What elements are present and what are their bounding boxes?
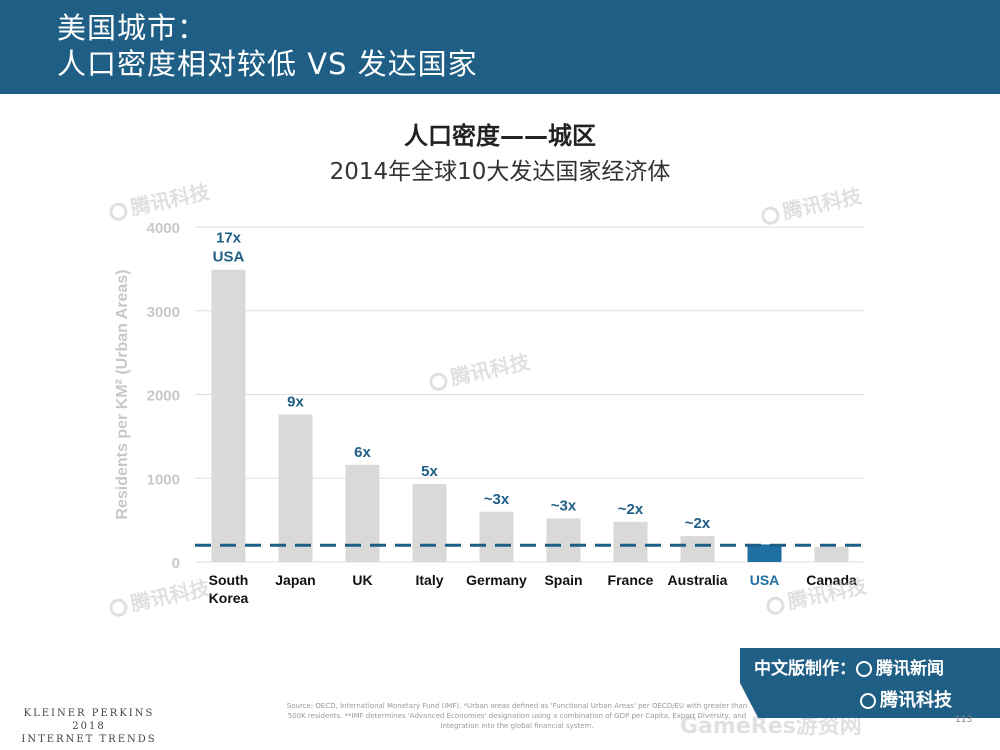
y-tick-label: 2000: [147, 388, 180, 405]
header-bar: 美国城市： 人口密度相对较低 VS 发达国家: [0, 0, 1000, 94]
chart-subtitle: 2014年全球10大发达国家经济体: [329, 159, 671, 185]
data-label-line: 9x: [287, 394, 304, 411]
x-tick-label-line: Italy: [415, 572, 443, 588]
data-label: ~3x: [551, 497, 577, 514]
y-tick-label: 0: [172, 555, 180, 572]
tencent-logo-icon: [860, 693, 876, 709]
tencent-logo-icon: [107, 597, 130, 619]
data-label: ~3x: [484, 491, 510, 508]
cn-news-label: 腾讯新闻: [876, 659, 944, 679]
bar: [546, 518, 581, 562]
data-label: ~2x: [685, 515, 711, 532]
x-tick-label: South Korea: [209, 572, 249, 606]
x-tick-label: UK: [352, 572, 372, 588]
x-tick-label-line: South: [209, 572, 249, 588]
x-tick-label-line: Spain: [544, 572, 582, 588]
data-label-line: ~3x: [551, 497, 577, 514]
data-label-line: 6x: [354, 444, 371, 461]
bar: [211, 269, 246, 562]
bar: [814, 546, 849, 562]
tencent-logo-icon: [759, 205, 782, 227]
y-tick-label: 1000: [147, 471, 180, 488]
data-label-line: ~2x: [618, 501, 644, 518]
watermark-gameres: GameRes游资网: [680, 714, 862, 739]
x-tick-label: Canada: [806, 572, 857, 588]
data-label: 5x: [421, 463, 438, 480]
x-tick-label-line: USA: [750, 572, 780, 588]
data-label-line: 5x: [421, 463, 438, 480]
x-tick-label: Australia: [668, 572, 728, 588]
x-tick-label: Japan: [275, 572, 315, 588]
bar: [345, 464, 380, 562]
x-tick-label-line: Germany: [466, 572, 527, 588]
bar: [613, 521, 648, 562]
x-tick-label-line: Japan: [275, 572, 315, 588]
x-tick-label: Italy: [415, 572, 443, 588]
data-label: 6x: [354, 444, 371, 461]
page-number: 113: [955, 715, 973, 725]
cn-edition-label: 中文版制作：: [754, 659, 856, 679]
data-label-line: 17x: [216, 230, 242, 247]
brand-line-news: 中文版制作： 腾讯新闻: [754, 654, 944, 679]
data-label-line: USA: [213, 249, 245, 266]
bar: [747, 544, 782, 562]
kpcb-brand: KLEINER PERKINS 2018 INTERNET TRENDS: [21, 708, 157, 745]
data-label-line: ~3x: [484, 491, 510, 508]
bar: [412, 484, 447, 562]
data-label: 9x: [287, 394, 304, 411]
bar: [680, 536, 715, 562]
data-label-line: ~2x: [685, 515, 711, 532]
x-tick-label-line: Australia: [668, 572, 728, 588]
x-tick-label: USA: [750, 572, 780, 588]
tencent-logo-icon: [107, 201, 130, 223]
data-label: ~2x: [618, 501, 644, 518]
cn-tech-label: 腾讯科技: [880, 690, 952, 711]
x-tick-label-line: Canada: [806, 572, 857, 588]
source-note: Source: OECD, International Monetary Fun…: [286, 702, 748, 730]
bar: [479, 511, 514, 562]
y-tick-label: 4000: [147, 220, 180, 237]
x-tick-label-line: Korea: [209, 590, 249, 606]
x-tick-label-line: UK: [352, 572, 372, 588]
tencent-logo-icon: [856, 661, 872, 677]
bar: [278, 414, 313, 562]
brand-line-tech: 腾讯科技: [860, 686, 952, 712]
page-title: 美国城市： 人口密度相对较低 VS 发达国家: [57, 11, 478, 81]
data-label: 17x USA: [213, 230, 245, 266]
y-tick-label: 3000: [147, 304, 180, 321]
x-tick-label: Spain: [544, 572, 582, 588]
tencent-logo-icon: [427, 371, 450, 393]
tencent-logo-icon: [764, 595, 787, 617]
x-tick-label: France: [608, 572, 654, 588]
x-tick-label: Germany: [466, 572, 527, 588]
x-tick-label-line: France: [608, 572, 654, 588]
y-axis-label: Residents per KM² (Urban Areas): [114, 269, 131, 519]
chart-title: 人口密度——城区: [404, 122, 596, 150]
